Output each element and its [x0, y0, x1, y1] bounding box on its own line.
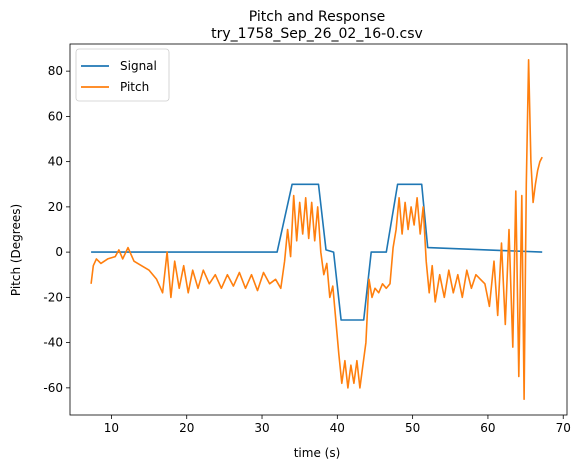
y-tick-label: -60	[43, 381, 63, 395]
x-tick-label: 40	[330, 421, 345, 435]
series-line-signal	[91, 183, 543, 321]
legend-label-signal: Signal	[120, 59, 157, 73]
y-tick-label: 40	[48, 155, 63, 169]
chart-subtitle: try_1758_Sep_26_02_16-0.csv	[211, 26, 423, 42]
x-axis-label: time (s)	[294, 446, 341, 460]
x-tick-label: 30	[254, 421, 269, 435]
legend-label-pitch: Pitch	[120, 80, 149, 94]
y-tick-label: 80	[48, 64, 63, 78]
chart-title: Pitch and Response	[249, 9, 386, 25]
y-tick-label: 60	[48, 109, 63, 123]
x-tick-label: 20	[179, 421, 194, 435]
series-line-pitch	[90, 58, 543, 401]
plot-area: 10 20 30 40 50 60 70 -60 -40 -20 0 20 40 60 80	[43, 43, 571, 435]
y-tick-label: 0	[55, 245, 63, 259]
x-tick-label: 50	[405, 421, 420, 435]
plot-frame	[69, 43, 568, 416]
y-tick-label: -40	[43, 336, 63, 350]
y-tick-label: -20	[43, 290, 63, 304]
legend-box	[75, 48, 170, 102]
y-axis-label: Pitch (Degrees)	[9, 204, 23, 296]
x-tick-label: 10	[104, 421, 119, 435]
y-tick-label: 20	[48, 200, 63, 214]
x-tick-label: 70	[556, 421, 571, 435]
x-tick-label: 60	[480, 421, 495, 435]
legend: Signal Pitch	[75, 48, 170, 102]
